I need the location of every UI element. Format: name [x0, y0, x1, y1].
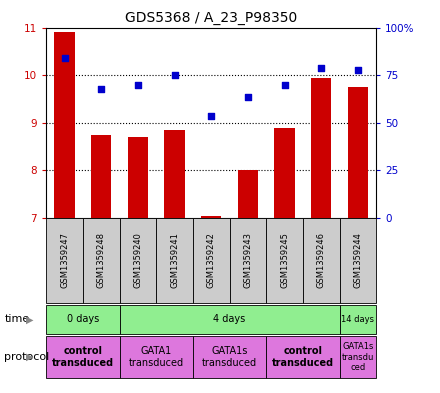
Bar — [266, 336, 340, 378]
Point — [61, 55, 68, 62]
Bar — [311, 77, 331, 218]
Text: 0 days: 0 days — [67, 314, 99, 324]
Point — [134, 81, 141, 88]
Text: GSM1359241: GSM1359241 — [170, 232, 179, 288]
Bar — [230, 218, 266, 303]
Bar — [83, 218, 120, 303]
Text: time: time — [4, 314, 29, 324]
Bar — [156, 218, 193, 303]
Point — [318, 65, 325, 71]
Bar — [238, 171, 258, 218]
Point — [171, 72, 178, 78]
Text: GSM1359240: GSM1359240 — [133, 232, 143, 288]
Text: control
transduced: control transduced — [52, 346, 114, 368]
Bar — [193, 336, 266, 378]
Text: protocol: protocol — [4, 352, 50, 362]
Text: 4 days: 4 days — [213, 314, 246, 324]
Bar — [348, 87, 368, 218]
Bar — [120, 336, 193, 378]
Bar — [303, 218, 340, 303]
Text: 14 days: 14 days — [341, 315, 374, 324]
Bar — [91, 135, 111, 218]
Bar — [266, 218, 303, 303]
Text: GSM1359245: GSM1359245 — [280, 232, 289, 288]
Point — [98, 86, 105, 93]
Text: GSM1359243: GSM1359243 — [243, 232, 253, 288]
Bar — [165, 130, 185, 218]
Bar — [275, 128, 295, 218]
Text: ▶: ▶ — [26, 314, 33, 324]
Bar — [340, 218, 376, 303]
Text: GATA1s
transdu
ced: GATA1s transdu ced — [342, 342, 374, 372]
Bar — [128, 137, 148, 218]
Text: GSM1359247: GSM1359247 — [60, 232, 69, 288]
Text: GATA1s
transduced: GATA1s transduced — [202, 346, 257, 368]
Bar — [55, 32, 75, 218]
Bar — [340, 305, 376, 334]
Point — [281, 81, 288, 88]
Bar — [193, 218, 230, 303]
Point — [208, 112, 215, 119]
Text: GSM1359246: GSM1359246 — [317, 232, 326, 288]
Bar — [120, 305, 340, 334]
Bar — [201, 216, 221, 218]
Point — [354, 67, 361, 73]
Bar — [120, 218, 156, 303]
Text: GSM1359244: GSM1359244 — [353, 232, 363, 288]
Text: GSM1359242: GSM1359242 — [207, 232, 216, 288]
Point — [244, 94, 251, 100]
Title: GDS5368 / A_23_P98350: GDS5368 / A_23_P98350 — [125, 11, 297, 25]
Text: control
transduced: control transduced — [272, 346, 334, 368]
Bar — [46, 336, 120, 378]
Bar — [46, 305, 120, 334]
Bar — [340, 336, 376, 378]
Bar — [46, 218, 83, 303]
Text: GATA1
transduced: GATA1 transduced — [128, 346, 184, 368]
Text: GSM1359248: GSM1359248 — [97, 232, 106, 288]
Text: ▶: ▶ — [26, 352, 33, 362]
